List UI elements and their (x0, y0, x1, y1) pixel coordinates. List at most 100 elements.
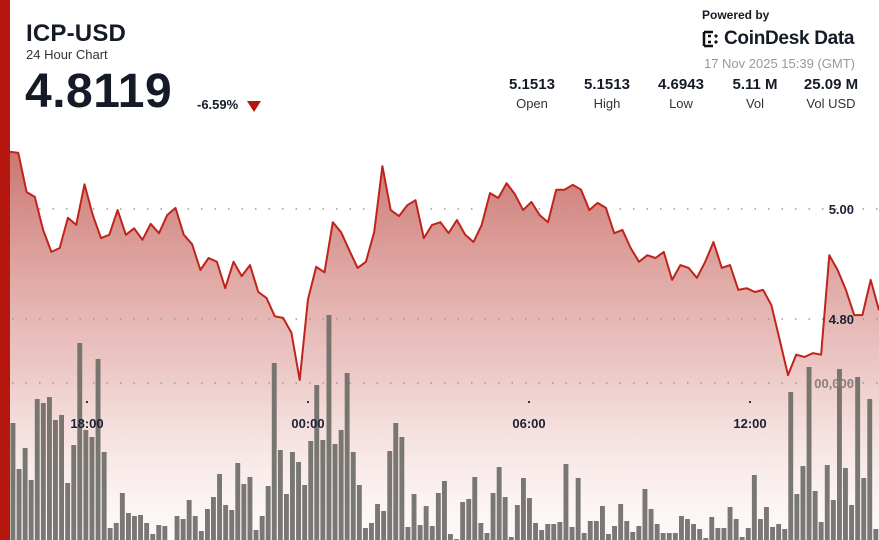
stat-label: High (593, 96, 621, 111)
volume-bar (770, 527, 775, 540)
volume-bar (369, 523, 374, 540)
volume-bar (284, 494, 289, 540)
volume-bar (356, 485, 362, 540)
volume-bar (758, 519, 763, 540)
volume-bar (612, 526, 617, 540)
volume-bar (490, 493, 496, 540)
volume-bar (338, 430, 344, 540)
volume-bar (709, 517, 715, 540)
volume-bar (733, 519, 739, 540)
stat-value: 5.1513 (509, 76, 555, 93)
chart-subtitle: 24 Hour Chart (26, 47, 108, 62)
volume-bar (101, 452, 107, 540)
volume-bar (460, 502, 466, 540)
volume-bar (429, 526, 435, 540)
volume-bar (502, 497, 508, 540)
volume-bar (405, 527, 411, 540)
volume-bar (53, 420, 58, 540)
volume-bar (697, 529, 703, 540)
powered-by-label: Powered by (702, 8, 770, 22)
volume-bar (855, 377, 861, 540)
volume-bar (533, 523, 538, 540)
stat-value: 5.11 M (732, 76, 778, 93)
volume-bar (229, 510, 235, 540)
volume-bar (138, 515, 143, 540)
volume-bar (192, 516, 198, 540)
volume-bar (751, 475, 757, 540)
coindesk-logo-icon (702, 30, 718, 48)
volume-bar (527, 498, 532, 540)
volume-bar (557, 522, 563, 540)
volume-bar (794, 494, 800, 540)
volume-bar (156, 525, 162, 540)
volume-bar (47, 397, 52, 540)
price-line (9, 150, 879, 381)
volume-bar (162, 526, 168, 540)
timestamp: 17 Nov 2025 15:39 (GMT) (703, 56, 855, 71)
volume-bar (569, 527, 575, 540)
x-tick-label: 12:00 (733, 416, 766, 431)
volume-bar (514, 505, 520, 540)
volume-bar (344, 373, 350, 540)
volume-bar (788, 392, 794, 540)
volume-bar (22, 448, 28, 540)
volume-bar (144, 523, 150, 540)
accent-bar (0, 0, 10, 540)
volume-bar (350, 452, 356, 540)
volume-bar (217, 474, 222, 540)
volume-axis-label: 00,000 (814, 376, 854, 391)
x-tick-mark (307, 401, 309, 403)
x-tick-label: 18:00 (70, 416, 103, 431)
volume-bar (83, 430, 89, 540)
volume-bar (685, 519, 690, 540)
volume-bar (782, 529, 788, 540)
volume-bar (624, 521, 630, 540)
volume-bar (399, 437, 405, 540)
stat-vol-usd: 25.09 M Vol USD (796, 76, 866, 111)
volume-bar (806, 367, 812, 540)
volume-bar (672, 533, 678, 540)
volume-bar (739, 537, 745, 540)
volume-bar (539, 530, 545, 540)
volume-bar (563, 464, 569, 540)
volume-bar (174, 516, 180, 540)
volume-bar (435, 493, 441, 540)
volume-bar (508, 537, 514, 540)
volume-bar (587, 521, 593, 540)
volume-bar (521, 478, 526, 540)
x-tick-mark (528, 401, 530, 403)
symbol-title: ICP-USD (26, 20, 127, 47)
stat-vol: 5.11 M Vol (727, 76, 783, 111)
volume-bar (764, 507, 769, 540)
volume-bar (381, 511, 387, 540)
volume-bar (721, 528, 727, 540)
volume-bar (277, 450, 283, 540)
volume-bar (867, 399, 873, 540)
volume-bar (800, 466, 806, 540)
volume-bar (34, 399, 40, 540)
volume-bar (259, 516, 265, 540)
volume-bar (10, 423, 16, 540)
volume-bar (824, 465, 830, 540)
volume-bar (417, 525, 423, 540)
down-arrow-icon (247, 101, 261, 112)
volume-bar (600, 506, 605, 540)
stat-low: 4.6943 Low (653, 76, 709, 111)
volume-bar (119, 493, 125, 540)
volume-bar (466, 499, 472, 540)
volume-bar (423, 506, 429, 540)
volume-bar (581, 533, 587, 540)
stat-label: Open (516, 96, 548, 111)
volume-bar (442, 481, 447, 540)
volume-bar (551, 524, 557, 540)
volume-bar (666, 533, 672, 540)
volume-bar (241, 484, 247, 540)
volume-bar (448, 534, 453, 540)
volume-bar (873, 529, 879, 540)
volume-bar (296, 462, 301, 540)
volume-bar (65, 483, 71, 540)
volume-bar (247, 477, 253, 540)
volume-bar (648, 509, 654, 540)
volume-bar (16, 469, 22, 540)
volume-bar (375, 504, 380, 540)
